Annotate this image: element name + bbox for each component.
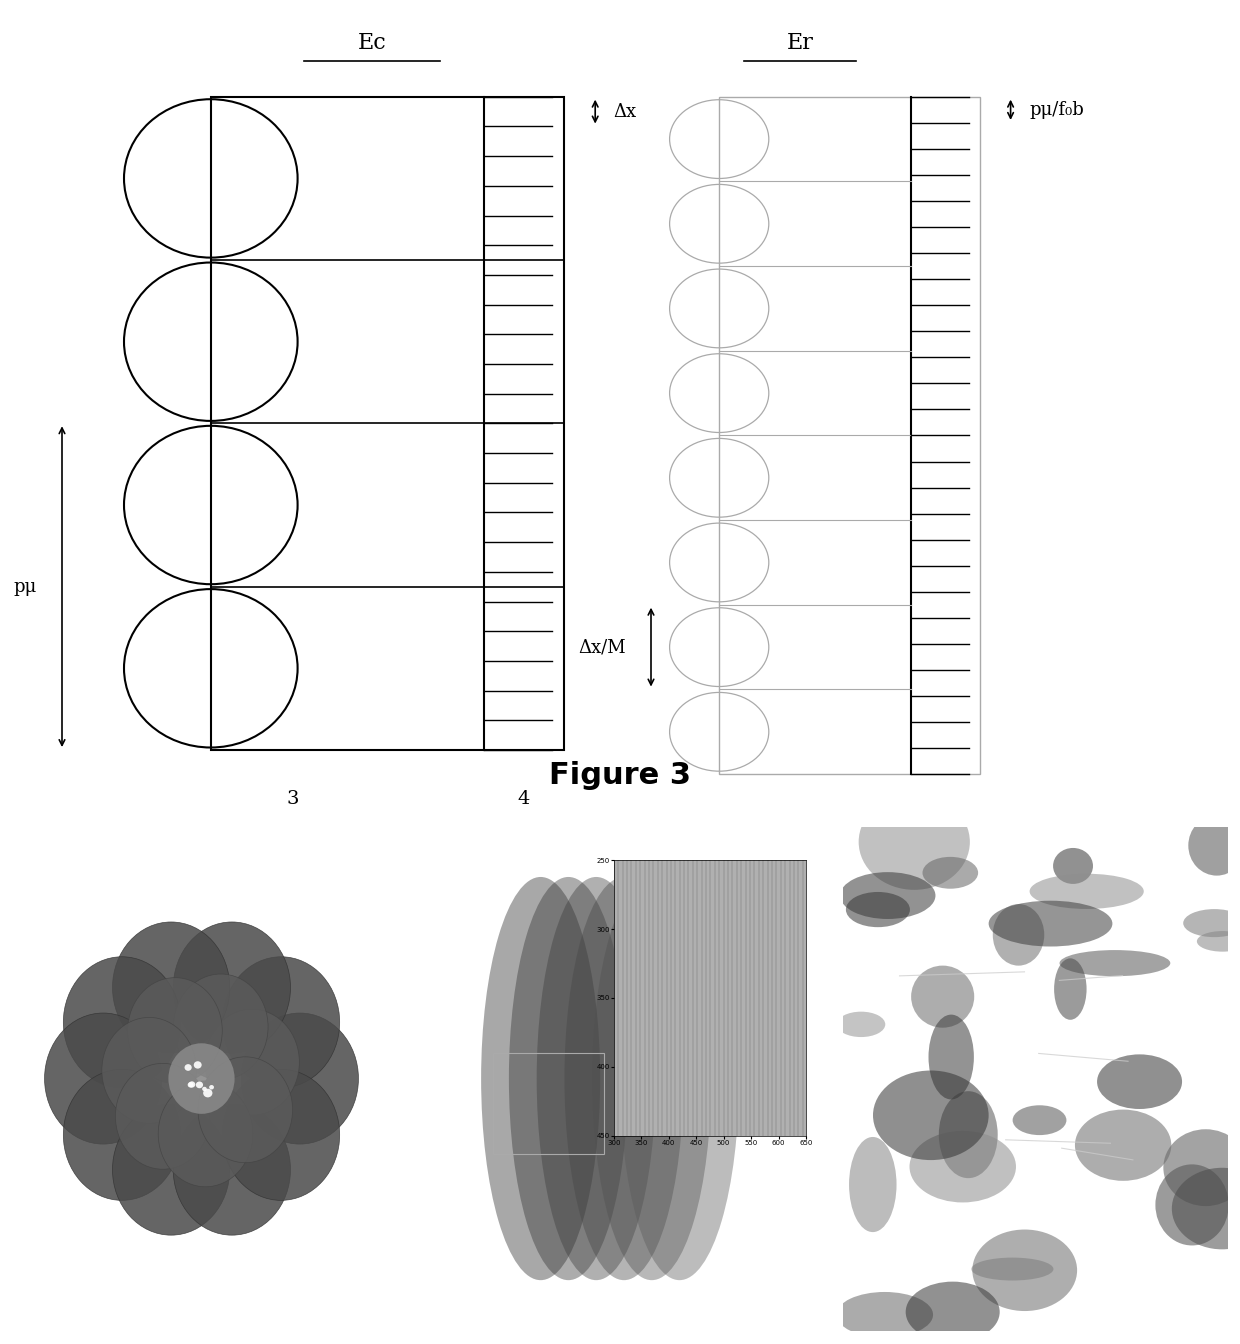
Ellipse shape — [45, 1013, 161, 1144]
Ellipse shape — [1188, 816, 1240, 875]
Ellipse shape — [174, 974, 268, 1079]
Ellipse shape — [1156, 1164, 1229, 1246]
Ellipse shape — [102, 1017, 196, 1124]
Ellipse shape — [1163, 1129, 1240, 1206]
Ellipse shape — [972, 1230, 1078, 1310]
Ellipse shape — [193, 1062, 202, 1068]
Ellipse shape — [836, 1292, 932, 1337]
Ellipse shape — [1197, 931, 1240, 952]
Ellipse shape — [113, 1105, 229, 1235]
Ellipse shape — [1097, 1055, 1182, 1109]
Ellipse shape — [1053, 848, 1092, 884]
Text: Figure 3: Figure 3 — [549, 761, 691, 790]
Ellipse shape — [169, 1043, 234, 1114]
Text: Δx: Δx — [614, 102, 637, 121]
Ellipse shape — [1059, 950, 1171, 976]
Ellipse shape — [1172, 1168, 1240, 1250]
Text: 4: 4 — [518, 790, 529, 808]
Ellipse shape — [508, 876, 627, 1279]
Ellipse shape — [205, 1009, 299, 1116]
Ellipse shape — [113, 922, 229, 1052]
Ellipse shape — [174, 922, 290, 1052]
Ellipse shape — [620, 876, 739, 1279]
Text: Ec: Ec — [357, 32, 387, 54]
Ellipse shape — [909, 1130, 1016, 1203]
Ellipse shape — [1075, 1110, 1172, 1181]
Ellipse shape — [837, 1012, 885, 1038]
Ellipse shape — [188, 1082, 196, 1087]
Ellipse shape — [159, 1081, 253, 1187]
Ellipse shape — [202, 1087, 207, 1091]
Ellipse shape — [196, 1082, 203, 1089]
Ellipse shape — [185, 1064, 192, 1071]
Ellipse shape — [115, 1063, 210, 1169]
Ellipse shape — [242, 1013, 358, 1144]
Ellipse shape — [839, 872, 935, 919]
Ellipse shape — [1029, 874, 1143, 909]
Ellipse shape — [911, 965, 975, 1028]
Ellipse shape — [564, 876, 683, 1279]
Ellipse shape — [128, 977, 222, 1083]
Text: Δx/M: Δx/M — [579, 638, 626, 656]
Ellipse shape — [63, 1070, 181, 1200]
Ellipse shape — [846, 892, 910, 927]
Ellipse shape — [210, 1085, 215, 1090]
Text: pμ/f₀b: pμ/f₀b — [1029, 101, 1084, 118]
Text: pμ: pμ — [14, 578, 36, 595]
Text: 3: 3 — [286, 790, 299, 808]
Ellipse shape — [873, 1071, 988, 1160]
Ellipse shape — [988, 900, 1112, 946]
Ellipse shape — [905, 1282, 999, 1343]
Ellipse shape — [593, 876, 712, 1279]
Ellipse shape — [537, 876, 656, 1279]
Ellipse shape — [993, 905, 1044, 965]
Ellipse shape — [971, 1258, 1054, 1281]
Ellipse shape — [939, 1091, 998, 1179]
Ellipse shape — [849, 1137, 897, 1232]
Text: Er: Er — [786, 32, 813, 54]
Ellipse shape — [858, 794, 970, 890]
Ellipse shape — [222, 957, 340, 1087]
Ellipse shape — [1054, 958, 1086, 1020]
Ellipse shape — [1013, 1105, 1066, 1136]
Ellipse shape — [203, 1089, 212, 1098]
Ellipse shape — [923, 857, 978, 888]
Ellipse shape — [1183, 909, 1240, 937]
Ellipse shape — [198, 1056, 293, 1163]
Ellipse shape — [63, 957, 181, 1087]
Ellipse shape — [929, 1015, 973, 1099]
Ellipse shape — [481, 876, 600, 1279]
Ellipse shape — [174, 1105, 290, 1235]
Bar — [494, 1054, 604, 1154]
Ellipse shape — [187, 1082, 193, 1087]
Ellipse shape — [222, 1070, 340, 1200]
